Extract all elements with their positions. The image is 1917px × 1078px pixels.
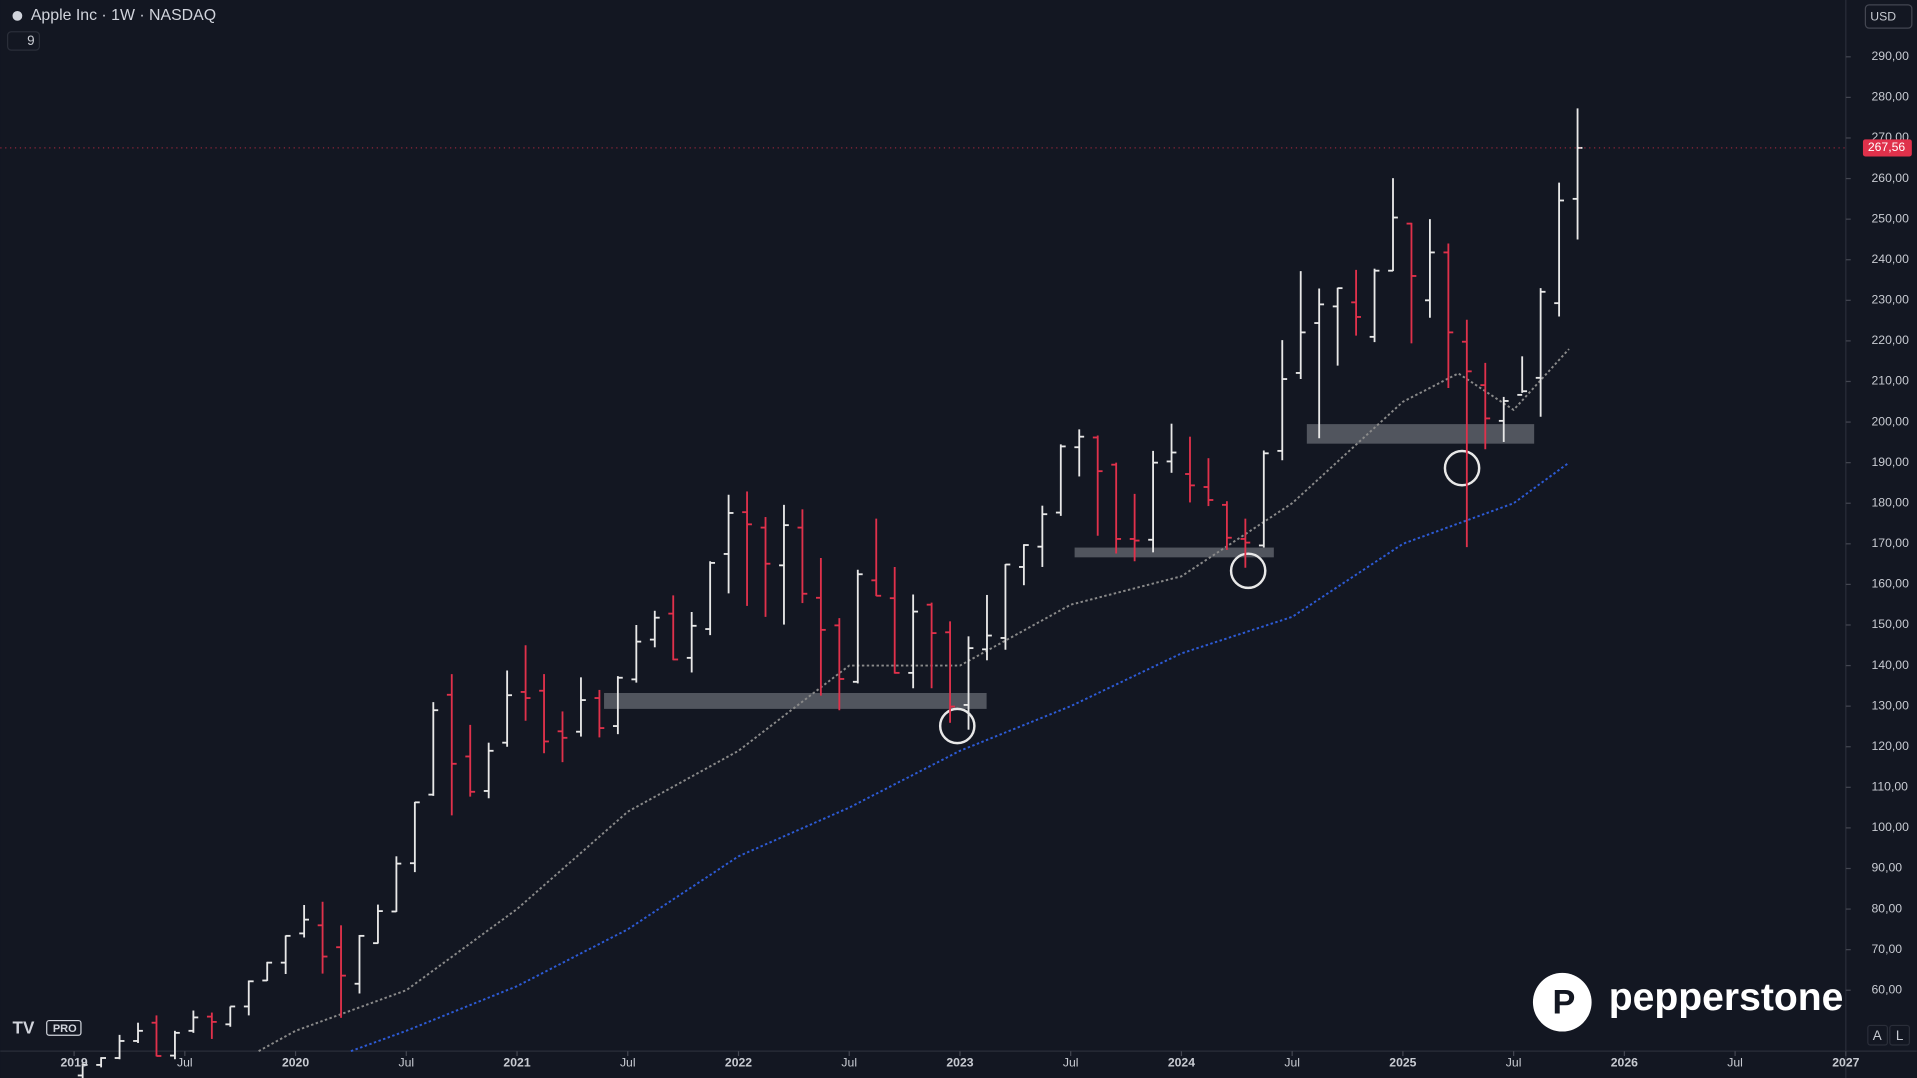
y-tick-label: 220,00	[1872, 333, 1910, 347]
x-tick-label: 2019	[61, 1056, 88, 1070]
x-tick-label: Jul	[841, 1056, 857, 1070]
y-tick-label: 150,00	[1872, 617, 1910, 631]
currency-button[interactable]	[1864, 4, 1913, 29]
y-tick-label: 90,00	[1872, 861, 1903, 875]
x-tick-label: Jul	[1063, 1056, 1079, 1070]
y-tick-label: 170,00	[1872, 536, 1910, 550]
x-tick-label: Jul	[1727, 1056, 1743, 1070]
moving-average	[258, 348, 1570, 1052]
scale-button-label[interactable]: L	[1896, 1028, 1904, 1043]
symbol-title: Apple Inc · 1W · NASDAQ	[31, 7, 216, 24]
zone	[1306, 424, 1535, 444]
scale-button-label[interactable]: A	[1873, 1028, 1882, 1043]
y-tick-label: 70,00	[1872, 942, 1903, 956]
zone	[604, 693, 987, 709]
brand-logo	[1532, 972, 1592, 1032]
x-tick-label: 2021	[503, 1056, 530, 1070]
circle-marker	[1443, 449, 1481, 487]
x-tick-label: 2025	[1389, 1056, 1416, 1070]
zone	[1074, 547, 1274, 558]
x-tick-label: 2020	[282, 1056, 309, 1070]
currency[interactable]: USD	[1870, 9, 1896, 23]
y-tick-label: 80,00	[1872, 901, 1903, 915]
logo-badge-box	[46, 1019, 82, 1036]
price-label-box	[1862, 139, 1912, 157]
y-tick-label: 140,00	[1872, 658, 1910, 672]
plot	[77, 108, 1583, 1078]
logo-badge: PRO	[53, 1023, 77, 1035]
x-tick-label: Jul	[620, 1056, 636, 1070]
x-tick-label: 2023	[946, 1056, 973, 1070]
y-tick-label: 260,00	[1872, 171, 1910, 185]
x-tick-label: 2026	[1611, 1056, 1638, 1070]
y-tick-label: 130,00	[1872, 698, 1910, 712]
x-tick-label: Jul	[177, 1056, 193, 1070]
y-tick-label: 180,00	[1872, 495, 1910, 509]
x-tick-label: 2027	[1832, 1056, 1859, 1070]
y-tick-label: 60,00	[1872, 982, 1903, 996]
y-tick-label: 210,00	[1872, 374, 1910, 388]
indicator-toggle[interactable]	[7, 31, 41, 51]
y-tick-label: 280,00	[1872, 90, 1910, 104]
x-tick-label: Jul	[1506, 1056, 1522, 1070]
y-tick-label: 100,00	[1872, 820, 1910, 834]
tv-logo: TV	[13, 1019, 35, 1038]
x-tick-label: Jul	[1284, 1056, 1300, 1070]
indicator-count[interactable]: 9	[27, 33, 34, 48]
y-tick-label: 230,00	[1872, 293, 1910, 307]
x-tick-label: 2022	[725, 1056, 752, 1070]
y-tick-label: 160,00	[1872, 577, 1910, 591]
circle-marker	[938, 707, 976, 745]
y-tick-label: 190,00	[1872, 455, 1910, 469]
y-tick-label: 240,00	[1872, 252, 1910, 266]
circle-marker	[1229, 552, 1267, 590]
y-tick-label: 120,00	[1872, 739, 1910, 753]
x-tick-label: 2024	[1168, 1056, 1195, 1070]
price-label: 267,56	[1868, 140, 1906, 154]
brand: pepperstone	[1609, 976, 1844, 1019]
y-tick-label: 290,00	[1872, 49, 1910, 63]
y-tick-label: 110,00	[1872, 780, 1909, 794]
brand-logo-letter: P	[1553, 984, 1576, 1022]
apple-icon	[12, 11, 23, 21]
scale-button[interactable]	[1889, 1024, 1911, 1046]
moving-average	[350, 461, 1570, 1053]
y-tick-label: 200,00	[1872, 414, 1910, 428]
scale-button[interactable]	[1867, 1024, 1889, 1046]
y-tick-label: 250,00	[1872, 211, 1910, 225]
x-tick-label: Jul	[398, 1056, 414, 1070]
